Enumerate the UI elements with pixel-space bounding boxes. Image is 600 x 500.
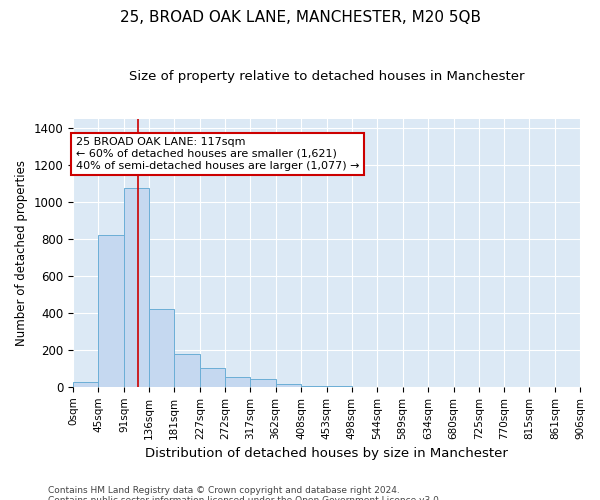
- Bar: [200, 368, 225, 387]
- Bar: [73, 382, 98, 387]
- Bar: [326, 386, 352, 387]
- Bar: [301, 386, 326, 387]
- Text: 25, BROAD OAK LANE, MANCHESTER, M20 5QB: 25, BROAD OAK LANE, MANCHESTER, M20 5QB: [119, 10, 481, 25]
- Text: Contains public sector information licensed under the Open Government Licence v3: Contains public sector information licen…: [48, 496, 442, 500]
- Bar: [175, 354, 200, 387]
- Bar: [149, 309, 175, 387]
- Bar: [225, 376, 250, 387]
- Bar: [98, 236, 124, 387]
- X-axis label: Distribution of detached houses by size in Manchester: Distribution of detached houses by size …: [145, 447, 508, 460]
- Bar: [275, 384, 301, 387]
- Title: Size of property relative to detached houses in Manchester: Size of property relative to detached ho…: [129, 70, 524, 83]
- Text: Contains HM Land Registry data © Crown copyright and database right 2024.: Contains HM Land Registry data © Crown c…: [48, 486, 400, 495]
- Y-axis label: Number of detached properties: Number of detached properties: [15, 160, 28, 346]
- Bar: [124, 188, 149, 387]
- Text: 25 BROAD OAK LANE: 117sqm
← 60% of detached houses are smaller (1,621)
40% of se: 25 BROAD OAK LANE: 117sqm ← 60% of detac…: [76, 138, 359, 170]
- Bar: [250, 380, 275, 387]
